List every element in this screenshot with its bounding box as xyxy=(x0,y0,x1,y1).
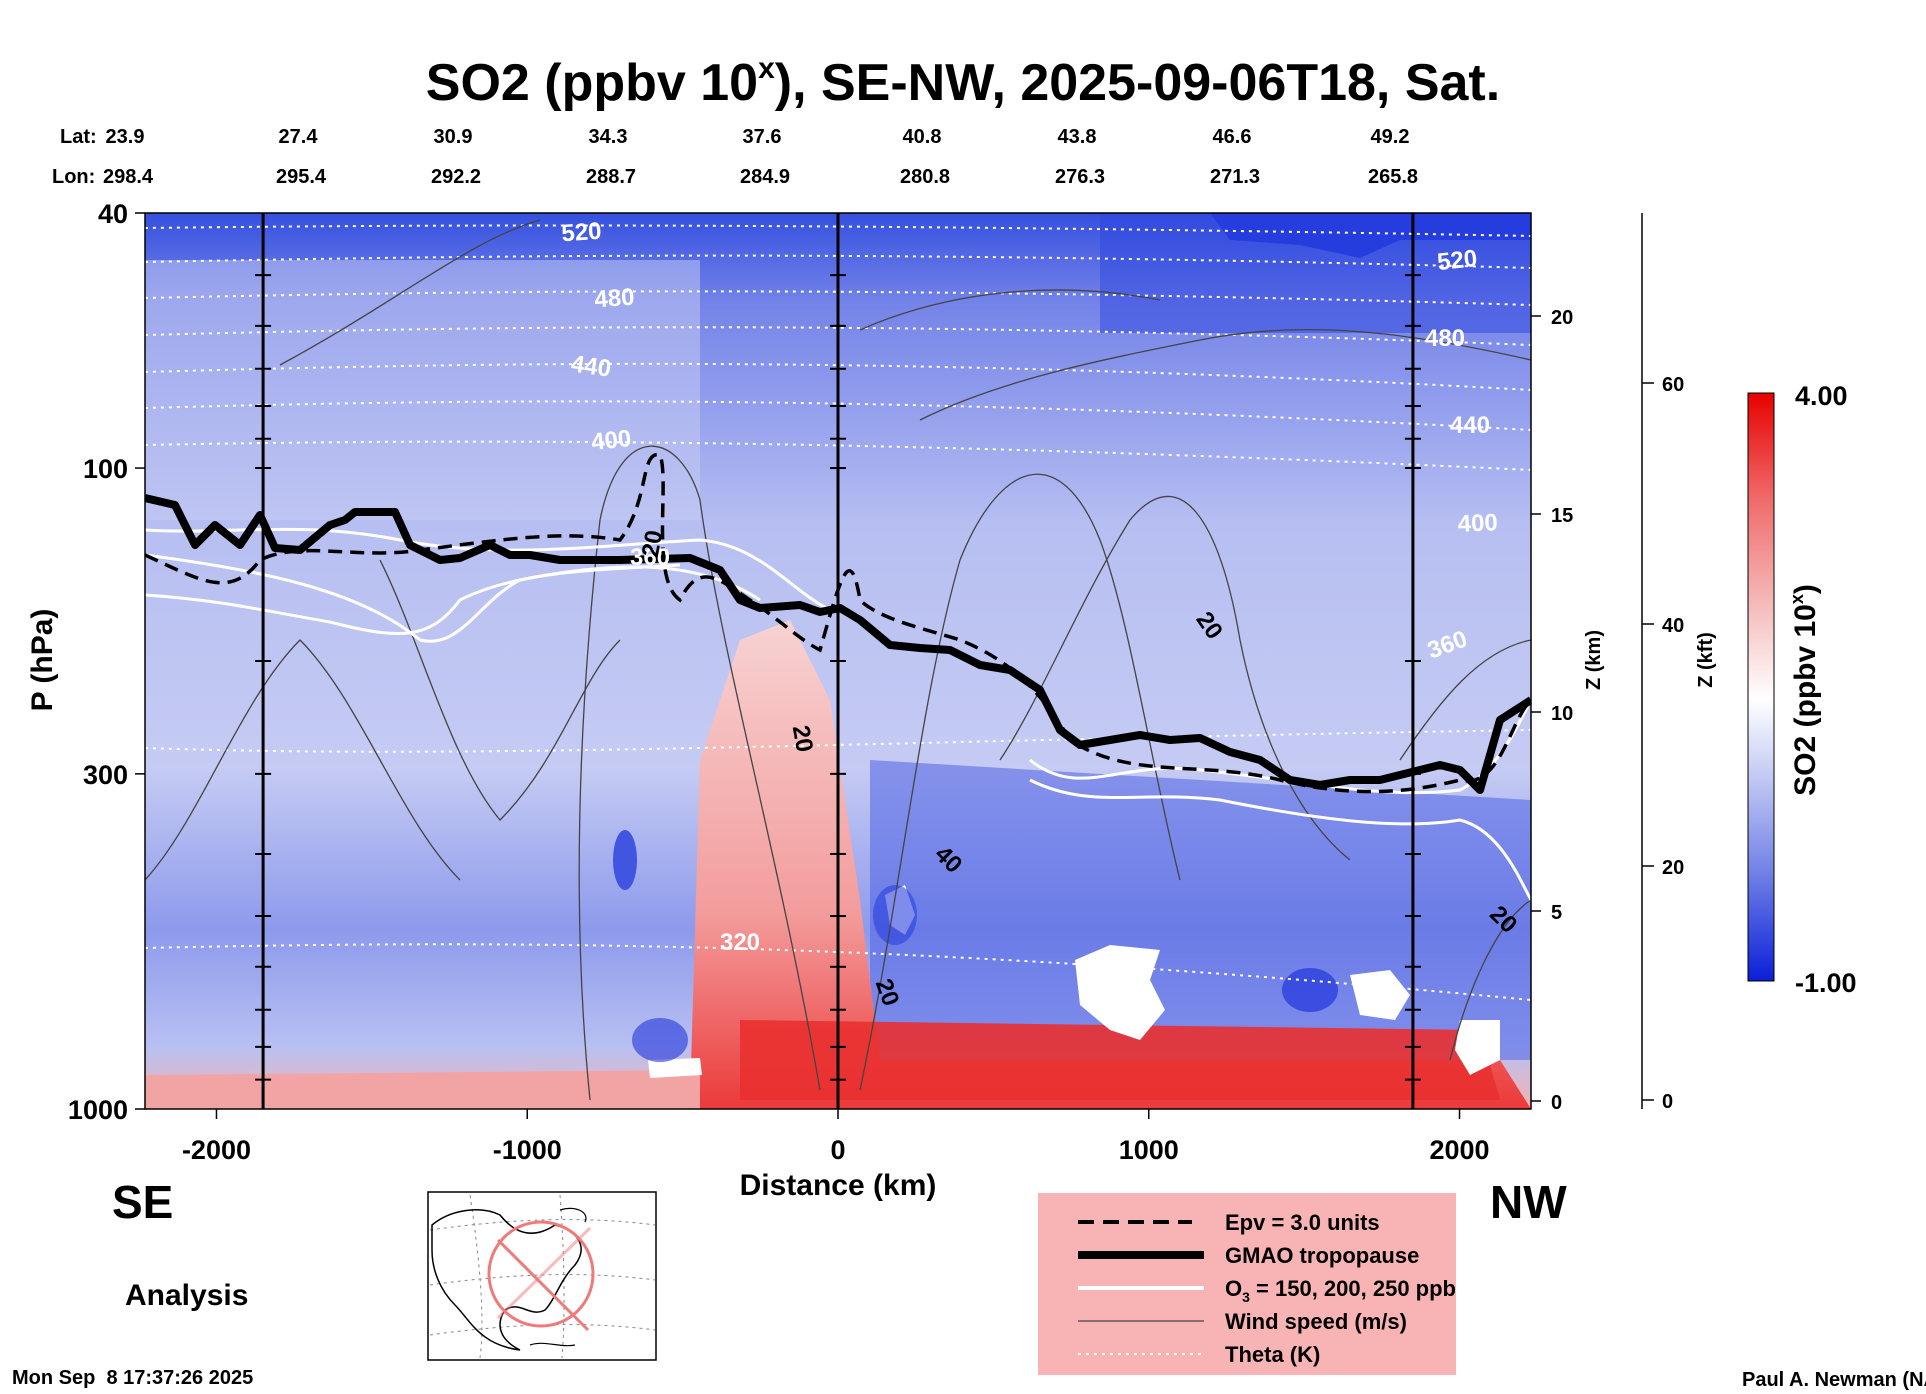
legend-theta-label: Theta (K) xyxy=(1225,1342,1320,1367)
x-axis: -2000 -1000 0 1000 2000 xyxy=(182,1109,1490,1165)
wind-contour-label: 20 xyxy=(787,723,818,754)
theta-contours xyxy=(145,224,1531,1001)
z-kft-tick-label: 60 xyxy=(1662,374,1684,396)
legend-ozone-label: O3 = 150, 200, 250 ppb xyxy=(1225,1276,1456,1305)
vertical-reference-lines xyxy=(255,213,1421,1109)
theta-contour-label: 320 xyxy=(720,929,760,956)
inset-map xyxy=(427,1191,657,1361)
timestamp: Mon Sep 8 17:37:26 2025 xyxy=(12,1367,253,1389)
theta-contour-label: 400 xyxy=(1457,509,1498,537)
theta-contour-label: 480 xyxy=(594,284,636,314)
lat-lon-header: Lat: Lon: 23.9 27.4 30.9 34.3 37.6 40.8 43.8 46… xyxy=(52,126,1418,188)
y-axis-label: P (hPa) xyxy=(26,609,59,712)
z-kft-tick-label: 0 xyxy=(1662,1091,1673,1113)
colorbar-gradient xyxy=(1747,392,1775,982)
x-tick-label: -1000 xyxy=(493,1135,562,1165)
wind-contour-label: 20 xyxy=(637,528,668,559)
z-kft-tick-label: 20 xyxy=(1662,857,1684,879)
chart-title: SO2 (ppbv 10x), SE-NW, 2025-09-06T18, Sa… xyxy=(426,52,1500,112)
legend-epv-label: Epv = 3.0 units xyxy=(1225,1210,1380,1235)
z-km-tick-label: 20 xyxy=(1551,307,1573,329)
lon-value: 276.3 xyxy=(1055,166,1105,188)
theta-contour-label: 520 xyxy=(1436,245,1479,276)
legend: Epv = 3.0 units GMAO tropopause O3 = 150… xyxy=(1038,1193,1456,1375)
theta-contour-label: 520 xyxy=(561,218,603,248)
lat-value: 23.9 xyxy=(106,126,145,148)
lon-value: 265.8 xyxy=(1368,166,1418,188)
y-axis: 40 100 300 1000 xyxy=(68,199,145,1125)
legend-tropopause-label: GMAO tropopause xyxy=(1225,1243,1419,1268)
z-km-axis: 0 5 10 15 20 xyxy=(1531,307,1573,1114)
lat-value: 43.8 xyxy=(1058,126,1097,148)
lat-value: 37.6 xyxy=(743,126,782,148)
nw-end-label: NW xyxy=(1490,1176,1567,1228)
lon-value: 284.9 xyxy=(740,166,790,188)
z-km-tick-label: 10 xyxy=(1551,703,1573,725)
z-km-tick-label: 5 xyxy=(1551,902,1562,924)
colorbar-min-label: -1.00 xyxy=(1795,968,1857,998)
epv-contours xyxy=(145,453,1531,794)
y-tick-label: 40 xyxy=(98,199,128,229)
x-tick-label: 0 xyxy=(830,1135,845,1165)
lat-value: 46.6 xyxy=(1213,126,1252,148)
theta-contour-label: 480 xyxy=(1425,325,1465,352)
lon-value: 280.8 xyxy=(900,166,950,188)
tropopause-line xyxy=(145,494,1531,794)
lon-label: Lon: xyxy=(52,166,95,188)
colorbar: 4.00 -1.00 SO2 (ppbv 10x) xyxy=(1747,381,1857,998)
x-tick-label: -2000 xyxy=(182,1135,251,1165)
credit: Paul A. Newman (NASA xyxy=(1742,1369,1926,1391)
lat-value: 34.3 xyxy=(589,126,628,148)
y-tick-label: 100 xyxy=(83,454,128,484)
lon-value: 298.4 xyxy=(103,166,154,188)
lon-value: 295.4 xyxy=(276,166,327,188)
z-kft-label: Z (kft) xyxy=(1695,632,1717,688)
legend-wind-label: Wind speed (m/s) xyxy=(1225,1309,1407,1334)
lat-value: 49.2 xyxy=(1371,126,1410,148)
se-end-label: SE xyxy=(112,1176,173,1228)
lon-value: 271.3 xyxy=(1210,166,1260,188)
x-axis-label: Distance (km) xyxy=(740,1169,937,1202)
theta-contour-label: 440 xyxy=(569,350,612,382)
lon-value: 288.7 xyxy=(586,166,636,188)
y-tick-label: 1000 xyxy=(68,1095,128,1125)
z-kft-tick-label: 40 xyxy=(1662,615,1684,637)
lat-value: 40.8 xyxy=(903,126,942,148)
y-tick-label: 300 xyxy=(83,760,128,790)
x-tick-label: 1000 xyxy=(1119,1135,1179,1165)
z-km-label: Z (km) xyxy=(1583,630,1605,690)
x-tick-label: 2000 xyxy=(1429,1135,1489,1165)
lat-label: Lat: xyxy=(60,126,97,148)
lon-value: 292.2 xyxy=(431,166,481,188)
colorbar-max-label: 4.00 xyxy=(1795,381,1848,411)
z-km-tick-label: 15 xyxy=(1551,505,1573,527)
lat-value: 30.9 xyxy=(434,126,473,148)
analysis-label: Analysis xyxy=(125,1279,248,1312)
z-km-tick-label: 0 xyxy=(1551,1092,1562,1114)
theta-contour-label: 400 xyxy=(590,425,633,456)
lat-value: 27.4 xyxy=(279,126,319,148)
theta-contour-label: 440 xyxy=(1450,412,1490,439)
colorbar-label: SO2 (ppbv 10x) xyxy=(1787,584,1822,796)
z-kft-axis: 0 20 40 60 xyxy=(1642,374,1684,1113)
theta-contour-label: 360 xyxy=(630,544,670,571)
